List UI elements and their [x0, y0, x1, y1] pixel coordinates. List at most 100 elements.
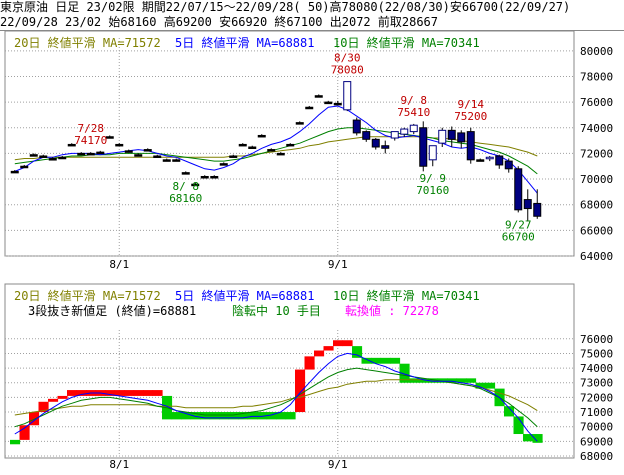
- annotation-date: 7/28: [78, 122, 105, 135]
- candle-body: [523, 199, 532, 210]
- break-brick: [333, 340, 344, 347]
- break-brick: [238, 412, 249, 420]
- candle-body: [10, 170, 19, 174]
- break-brick: [190, 412, 201, 420]
- break-y-tick-0: 76000: [580, 333, 613, 346]
- break-panel-legend: 20日 終値平滑 MA=71572 5日 終値平滑 MA=68881 10日 終…: [14, 288, 480, 318]
- break-panel-frame: [4, 283, 575, 459]
- break-brick: [228, 412, 239, 420]
- legend2-ma5: 5日 終値平滑 MA=68881: [175, 288, 314, 303]
- break-y-tick-1: 75000: [580, 347, 613, 360]
- candle-body: [39, 155, 48, 158]
- legend-ma10: 10日 終値平滑 MA=70341: [333, 35, 480, 50]
- break-brick: [475, 382, 486, 389]
- break-brick: [418, 378, 429, 383]
- candle-body: [400, 128, 409, 135]
- break-ma5-line: [14, 352, 538, 442]
- annotation-value: 78080: [331, 64, 364, 77]
- annotation-date: 9/ 9: [420, 172, 447, 185]
- annotation-value: 70160: [416, 184, 449, 197]
- break-brick: [247, 412, 258, 420]
- candle-body: [343, 81, 352, 111]
- break-brick: [437, 378, 448, 383]
- break-brick: [76, 390, 87, 396]
- candle-body: [381, 145, 390, 149]
- annotation-value: 68160: [169, 192, 202, 205]
- candle-body: [504, 160, 513, 170]
- candle-body: [210, 175, 219, 179]
- break-brick: [114, 390, 125, 396]
- break-brick: [532, 434, 543, 443]
- candle-body: [248, 146, 257, 149]
- annotation-value: 74170: [74, 134, 107, 147]
- candle-body: [352, 119, 361, 134]
- break-brick: [456, 378, 467, 383]
- break-brick: [133, 390, 144, 396]
- candle-body: [134, 154, 143, 157]
- candle-body: [466, 131, 475, 161]
- break-brick: [276, 412, 287, 420]
- break-brick: [67, 390, 78, 396]
- candle-body: [286, 143, 295, 147]
- annotation-date: 8/30: [334, 52, 361, 65]
- break-brick: [361, 357, 372, 364]
- price-ma5-line: [14, 105, 538, 194]
- break-brick: [266, 412, 277, 420]
- candle-body: [48, 158, 57, 161]
- price-y-tick-7: 66000: [580, 224, 613, 237]
- price-y-tick-5: 70000: [580, 173, 613, 186]
- break-panel-series: [10, 340, 543, 445]
- candle-body: [115, 143, 124, 147]
- annotation-date: 9/ 8: [401, 94, 428, 107]
- break-y-tick-7: 69000: [580, 435, 613, 448]
- break-brick: [314, 350, 325, 357]
- break-brick: [513, 416, 524, 435]
- legend2-line-break: 3段抜き新値足 (終値)=68881: [28, 303, 196, 318]
- price-y-tick-4: 72000: [580, 147, 613, 160]
- candle-body: [58, 156, 67, 160]
- legend2-ma20: 20日 終値平滑 MA=71572: [14, 288, 161, 303]
- candle-body: [390, 131, 399, 139]
- break-brick: [295, 369, 306, 413]
- candle-body: [267, 149, 276, 152]
- break-brick: [143, 390, 154, 396]
- price-y-tick-2: 76000: [580, 96, 613, 109]
- candle-body: [428, 145, 437, 161]
- break-y-tick-4: 72000: [580, 391, 613, 404]
- break-brick: [38, 401, 49, 413]
- break-brick: [152, 390, 163, 396]
- price-y-tick-1: 78000: [580, 70, 613, 83]
- candle-body: [29, 154, 38, 157]
- break-brick: [342, 340, 353, 347]
- annotation-value: 75200: [454, 110, 487, 123]
- legend-ma20: 20日 終値平滑 MA=71572: [14, 35, 161, 50]
- candle-body: [371, 138, 380, 148]
- candle-body: [257, 134, 266, 138]
- break-brick: [380, 357, 391, 364]
- candle-body: [67, 143, 76, 147]
- break-brick: [124, 390, 135, 396]
- break-brick: [390, 357, 401, 364]
- break-brick: [200, 412, 211, 420]
- annotation-date: 8/ 8: [173, 180, 200, 193]
- break-brick: [57, 395, 68, 399]
- break-brick: [409, 378, 420, 383]
- break-y-tick-8: 68000: [580, 450, 613, 463]
- annotation-value: 66700: [502, 230, 535, 243]
- price-panel-grid: 80000 78000 76000 74000 72000 70000 68000 66000…: [5, 38, 613, 271]
- candle-body: [181, 172, 190, 175]
- candle-body: [295, 122, 304, 125]
- candle-body: [124, 150, 133, 153]
- candle-body: [447, 129, 456, 140]
- break-brick: [466, 378, 477, 383]
- price-y-tick-3: 74000: [580, 122, 613, 135]
- candle-body: [314, 95, 323, 98]
- candle-body: [324, 101, 333, 105]
- break-brick: [371, 357, 382, 364]
- break-x-tick-0: 8/1: [109, 458, 129, 471]
- candle-body: [86, 152, 95, 156]
- candle-body: [485, 156, 494, 160]
- break-brick: [447, 378, 458, 383]
- break-brick: [304, 356, 315, 370]
